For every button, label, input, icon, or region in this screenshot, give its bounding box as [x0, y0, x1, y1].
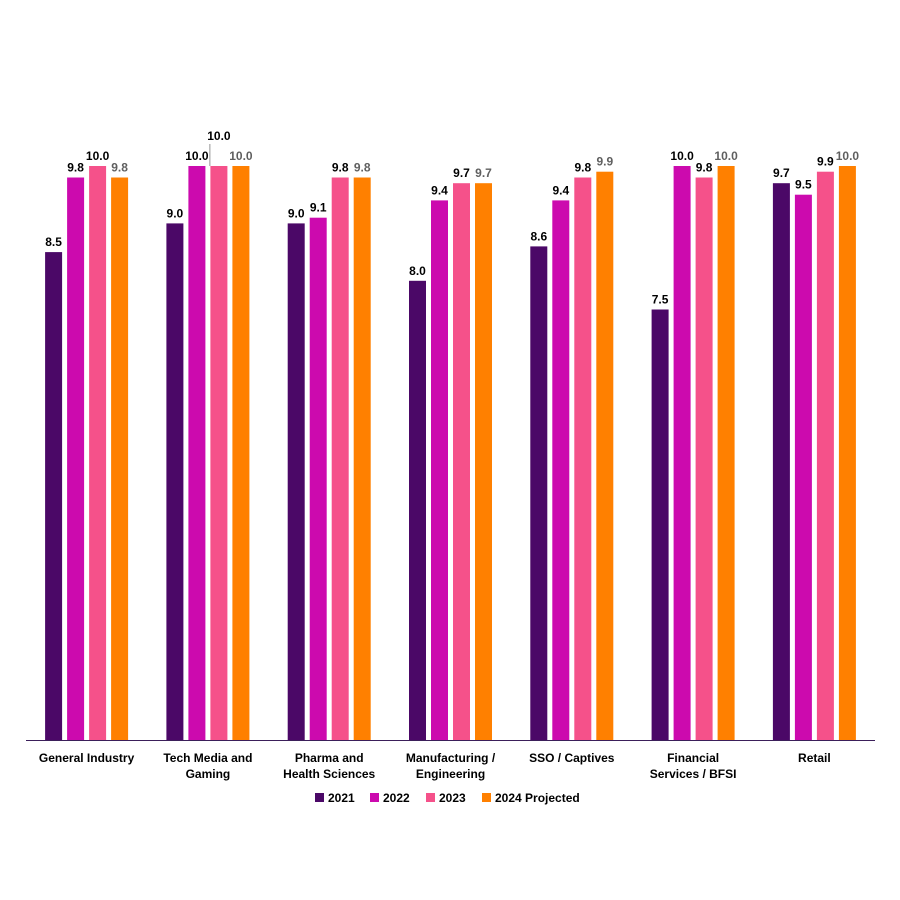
category-label-1-line-0: Tech Media and: [163, 751, 252, 765]
data-label-2021-cat-3: 8.0: [409, 264, 426, 278]
data-label-2024-projected-cat-4: 9.9: [596, 155, 613, 169]
category-label-3-line-1: Engineering: [416, 767, 485, 781]
bar-2022-cat-6: [794, 194, 812, 740]
bar-2023-cat-0: [89, 166, 107, 740]
legend-swatch-2024-projected: [482, 793, 491, 802]
legend: 2021 2022 2023 2024 Projected: [315, 791, 580, 805]
data-labels-layer: 8.59.810.09.89.010.010.010.09.0 9.19.8 9.8…: [45, 129, 859, 307]
data-label-2024-projected-cat-2: 9.8: [354, 161, 371, 175]
data-label-2024-projected-cat-0: 9.8: [111, 161, 128, 175]
data-label-2023-cat-0: 10.0: [86, 149, 110, 163]
data-label-2024-projected-cat-3: 9.7: [475, 166, 492, 180]
data-label-2021-cat-4: 8.6: [530, 229, 547, 243]
data-label-2023-cat-5: 9.8: [696, 161, 713, 175]
legend-label-2022: 2022: [383, 791, 410, 805]
bar-2022-cat-0: [67, 177, 85, 740]
legend-label-2021: 2021: [328, 791, 355, 805]
bar-2023-cat-1: [210, 166, 228, 740]
category-label-2-line-1: Health Sciences: [283, 767, 375, 781]
data-label-2023-cat-6: 9.9: [817, 155, 834, 169]
bar-2024-projected-cat-5: [717, 166, 735, 740]
bar-2024-projected-cat-4: [596, 171, 614, 740]
data-label-2023-cat-1: 10.0: [207, 129, 231, 143]
bar-2022-cat-3: [431, 200, 448, 740]
category-label-2-line-0: Pharma and: [295, 751, 364, 765]
bar-2023-cat-5: [695, 177, 713, 740]
bar-2023-cat-6: [816, 171, 834, 740]
data-label-2022-cat-3: 9.4: [431, 183, 448, 197]
bar-2024-projected-cat-3: [475, 183, 492, 740]
data-label-2021-cat-2: 9.0: [288, 206, 305, 220]
bar-2022-cat-1: [188, 166, 206, 740]
bar-2021-cat-5: [651, 309, 669, 740]
bar-2022-cat-5: [673, 166, 691, 740]
legend-label-2024-projected: 2024 Projected: [495, 791, 580, 805]
category-labels-layer: General Industry Tech Media and Gaming Phar…: [39, 751, 831, 781]
data-label-2023-cat-4: 9.8: [574, 161, 591, 175]
bar-2021-cat-1: [166, 223, 184, 740]
data-label-2021-cat-6: 9.7: [773, 166, 790, 180]
category-label-0-line-0: General Industry: [39, 751, 135, 765]
legend-swatch-2022: [370, 793, 379, 802]
legend-swatch-2023: [426, 793, 435, 802]
category-label-3-line-0: Manufacturing /: [406, 751, 496, 765]
category-label-5-line-0: Financial: [667, 751, 719, 765]
data-label-2023-cat-2: 9.8: [332, 161, 349, 175]
bars-layer: [45, 166, 856, 740]
data-label-2024-projected-cat-1: 10.0: [229, 149, 253, 163]
bar-2024-projected-cat-2: [353, 177, 371, 740]
bar-2021-cat-3: [409, 280, 426, 740]
bar-2023-cat-2: [331, 177, 349, 740]
bar-2024-projected-cat-0: [111, 177, 129, 740]
bar-2021-cat-0: [45, 252, 63, 740]
data-label-2023-cat-3: 9.7: [453, 166, 470, 180]
bar-2022-cat-4: [552, 200, 570, 740]
data-label-2022-cat-5: 10.0: [670, 149, 694, 163]
data-label-2022-cat-1: 10.0: [185, 149, 209, 163]
legend-label-2023: 2023: [439, 791, 466, 805]
bar-2023-cat-3: [453, 183, 470, 740]
category-label-4-line-0: SSO / Captives: [529, 751, 615, 765]
bar-2022-cat-2: [309, 217, 327, 740]
category-label-5-line-1: Services / BFSI: [650, 767, 737, 781]
data-label-2022-cat-0: 9.8: [67, 161, 84, 175]
data-label-2022-cat-6: 9.5: [795, 178, 812, 192]
data-label-2024-projected-cat-6: 10.0: [836, 149, 860, 163]
data-label-2021-cat-1: 9.0: [167, 206, 184, 220]
data-label-2021-cat-0: 8.5: [45, 235, 62, 249]
data-label-2024-projected-cat-5: 10.0: [714, 149, 738, 163]
bar-2024-projected-cat-6: [838, 166, 856, 740]
bar-2021-cat-2: [287, 223, 305, 740]
legend-swatch-2021: [315, 793, 324, 802]
category-label-6-line-0: Retail: [798, 751, 831, 765]
bar-2021-cat-6: [772, 183, 790, 740]
category-label-1-line-1: Gaming: [186, 767, 231, 781]
data-label-2021-cat-5: 7.5: [652, 293, 669, 307]
bar-2024-projected-cat-1: [232, 166, 250, 740]
data-label-2022-cat-4: 9.4: [552, 183, 569, 197]
data-label-2022-cat-2: 9.1: [310, 201, 327, 215]
bar-2023-cat-4: [574, 177, 592, 740]
bar-2021-cat-4: [530, 246, 548, 740]
